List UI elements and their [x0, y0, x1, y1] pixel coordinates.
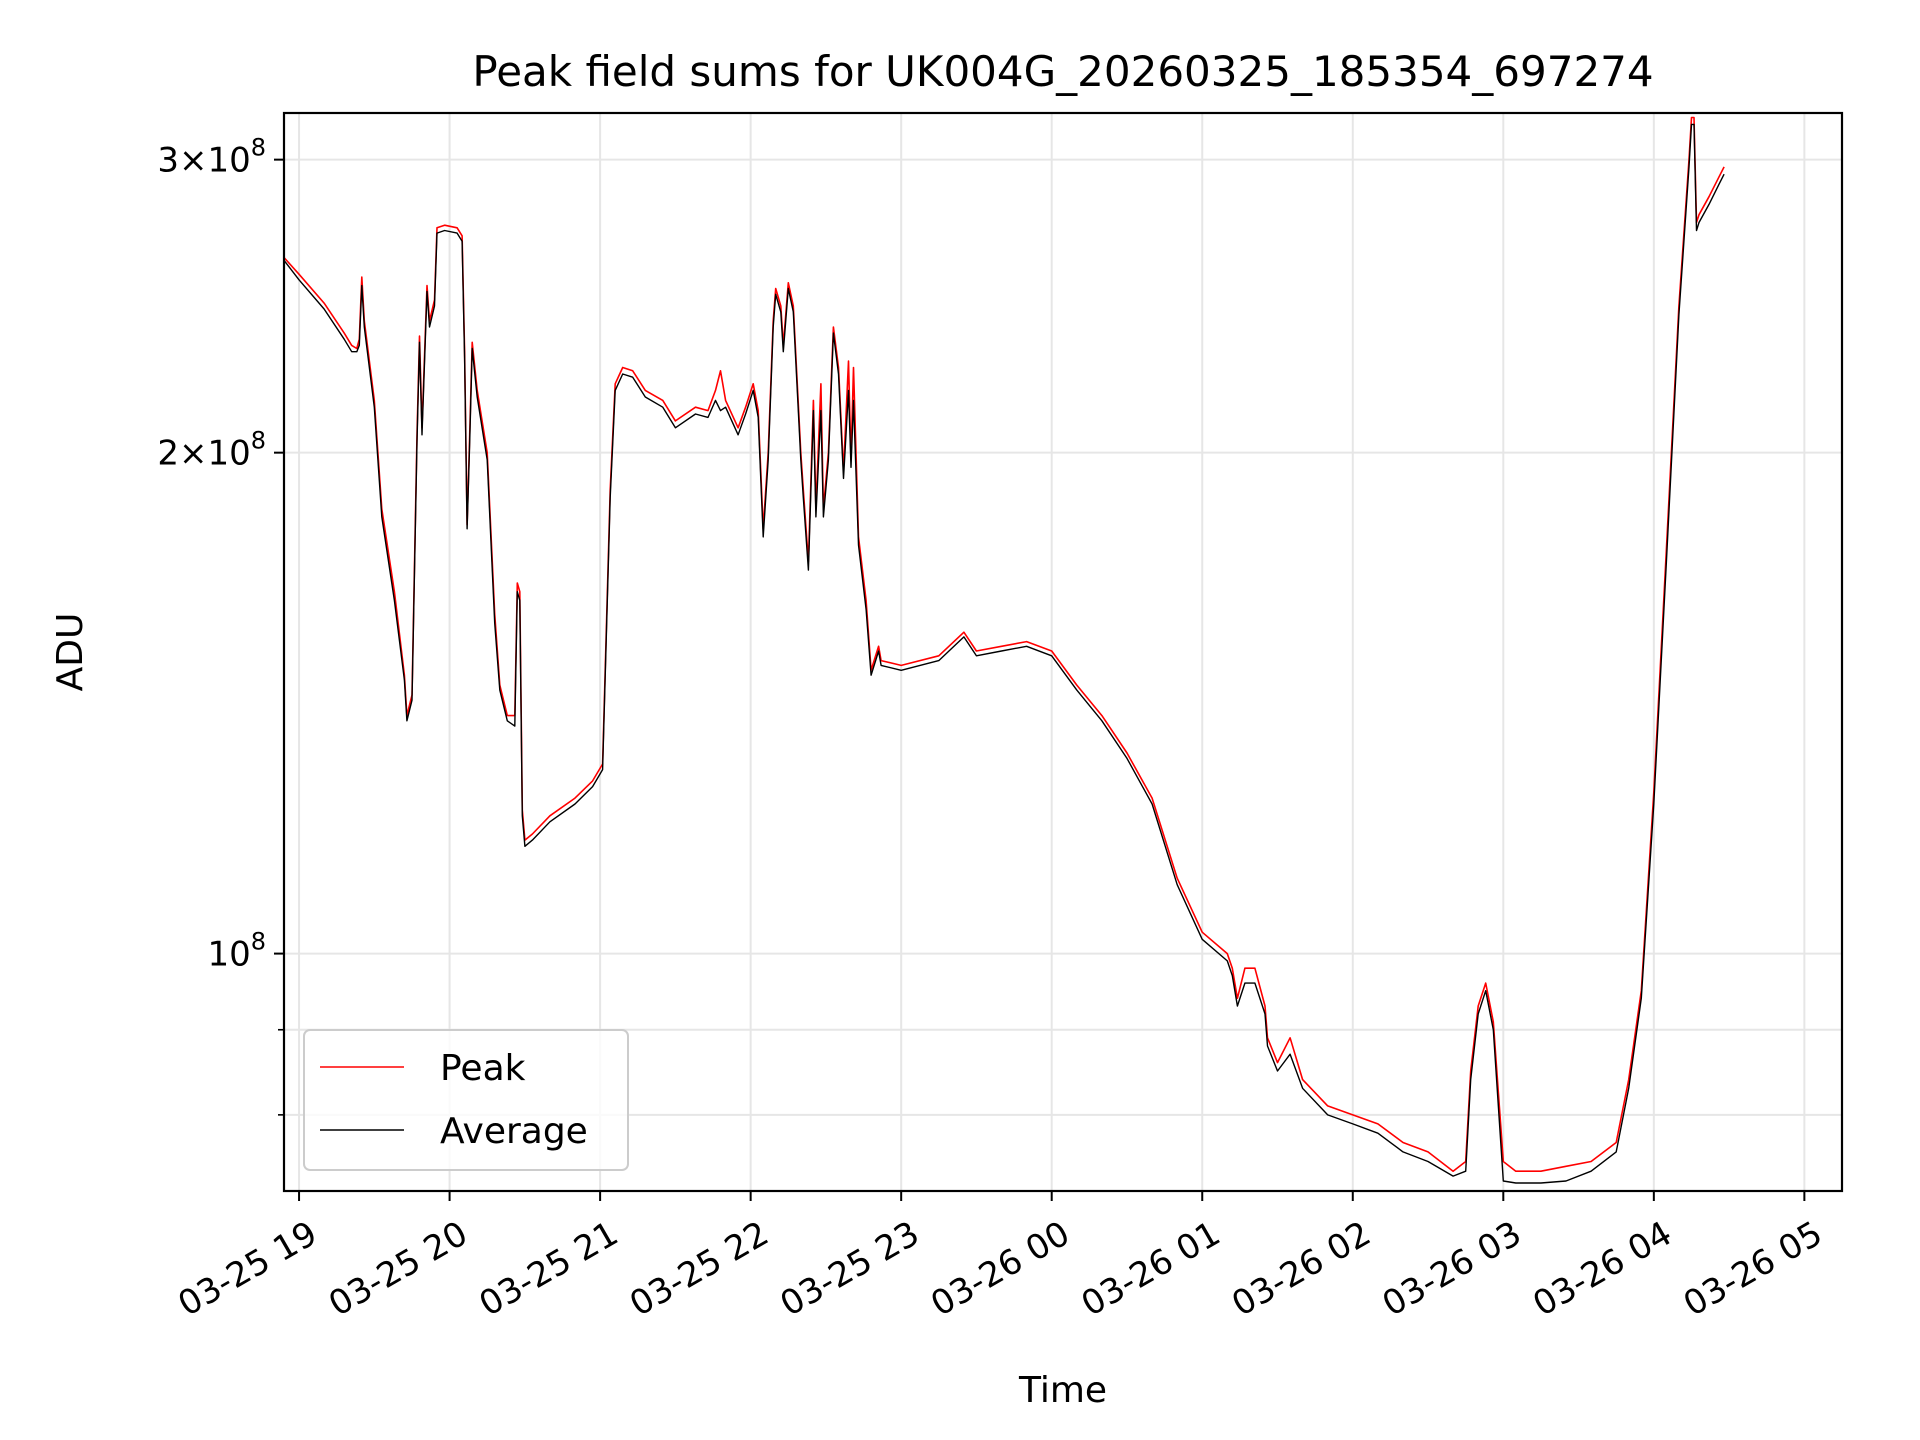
y-tick-base: 10 [207, 935, 250, 975]
y-tick-label: 108 [207, 928, 266, 975]
y-axis-label: ADU [50, 613, 91, 692]
y-tick-exponent: 8 [251, 427, 266, 455]
plot-area-frame [282, 111, 1844, 1193]
y-tick-exponent: 8 [251, 134, 266, 162]
y-tick-mantissa: 3× [157, 141, 207, 181]
series-lines [283, 116, 1725, 1184]
legend-box [303, 1029, 629, 1171]
y-tick-base: 10 [207, 434, 250, 474]
y-tick-label: 3×108 [157, 134, 266, 181]
y-tick-exponent: 8 [251, 928, 266, 956]
series-line-average [283, 123, 1725, 1184]
y-tick-label: 2×108 [157, 427, 266, 474]
y-tick-base: 10 [207, 141, 250, 181]
chart-title: Peak field sums for UK004G_20260325_1853… [472, 47, 1653, 96]
legend-label-average: Average [440, 1111, 588, 1152]
x-axis-label: Time [1018, 1370, 1107, 1411]
legend: Peak Average [303, 1029, 629, 1171]
y-tick-mantissa: 2× [157, 434, 207, 474]
legend-label-peak: Peak [440, 1048, 526, 1089]
